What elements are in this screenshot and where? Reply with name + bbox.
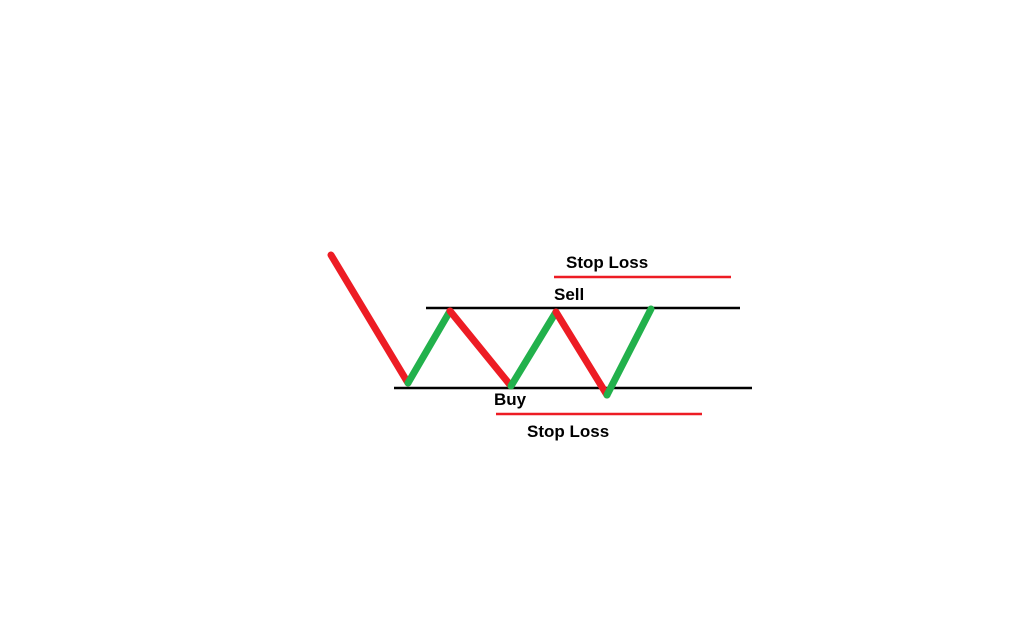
up-leg-1 (404, 307, 454, 387)
up-leg-2 (507, 308, 560, 390)
down-leg-2 (446, 307, 515, 390)
down-leg-1 (327, 251, 412, 387)
stop-loss-label-bottom: Stop Loss (527, 422, 610, 441)
up-leg-3 (603, 305, 655, 399)
down-leg-3 (552, 308, 611, 399)
sell-label: Sell (554, 285, 585, 304)
buy-label: Buy (494, 390, 527, 409)
stop-loss-label-top: Stop Loss (566, 253, 649, 272)
